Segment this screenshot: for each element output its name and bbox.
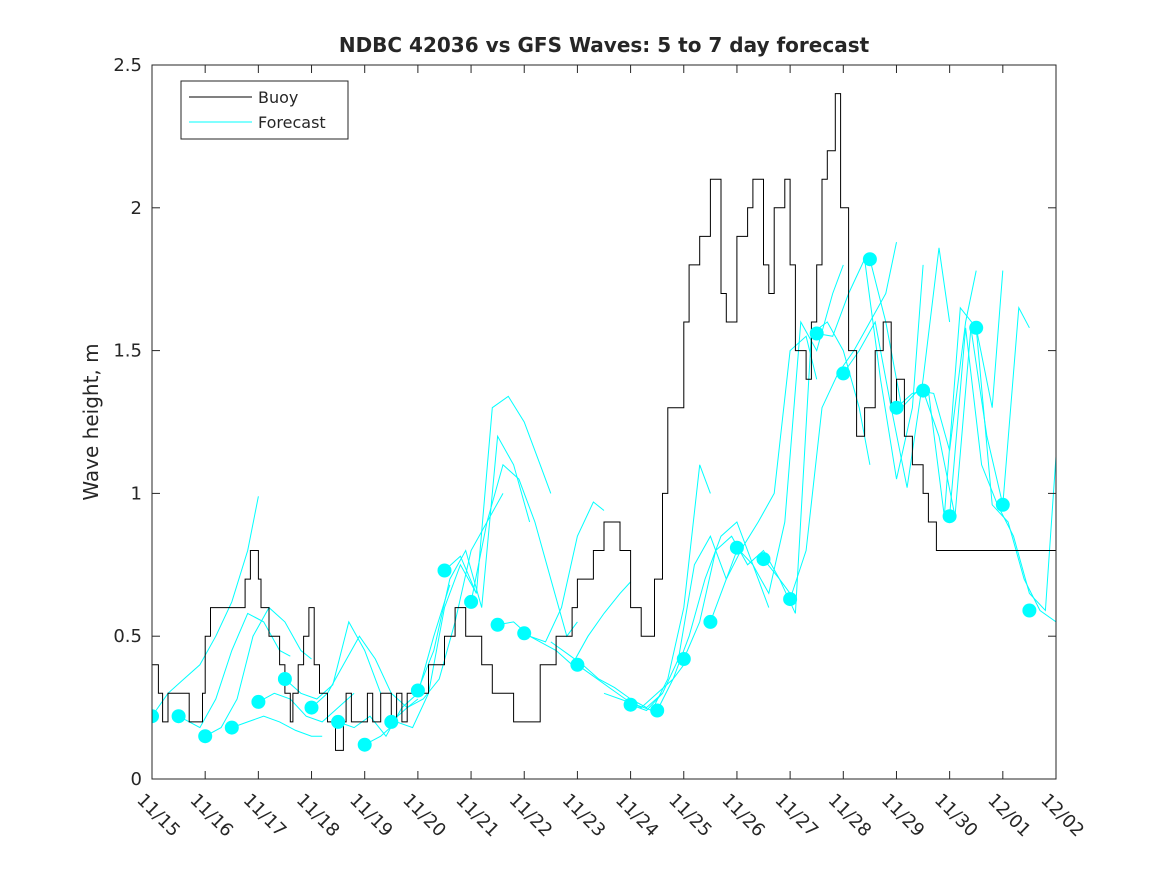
forecast-line-19 <box>656 521 770 711</box>
forecast-line-24 <box>789 241 897 600</box>
forecast-marker <box>437 563 452 578</box>
forecast-marker <box>756 552 771 567</box>
forecast-marker <box>783 592 798 607</box>
y-tick-label: 1.5 <box>113 341 142 362</box>
forecast-marker <box>171 709 186 724</box>
forecast-line-13 <box>497 501 605 643</box>
forecast-marker <box>809 326 824 341</box>
legend-label-buoy: Buoy <box>258 88 298 107</box>
forecast-marker <box>676 652 691 666</box>
forecast-line-28 <box>896 270 1004 517</box>
forecast-marker <box>570 657 585 672</box>
forecast-line-30 <box>949 327 1056 612</box>
forecast-marker <box>464 594 479 609</box>
forecast-marker <box>152 709 159 724</box>
forecast-line-14 <box>523 581 631 666</box>
legend: Buoy Forecast <box>180 80 349 140</box>
forecast-marker <box>836 366 851 381</box>
legend-label-forecast: Forecast <box>258 113 326 132</box>
forecast-marker <box>729 540 744 555</box>
forecast-marker <box>623 697 638 712</box>
forecast-line-22 <box>736 264 844 595</box>
y-tick-label: 0.5 <box>113 626 142 647</box>
y-axis-label: Wave height, m <box>79 343 103 500</box>
y-tick-label: 0 <box>131 769 142 790</box>
forecast-line-12 <box>470 463 578 638</box>
forecast-marker <box>517 626 532 641</box>
forecast-marker <box>916 383 931 398</box>
forecast-marker <box>703 614 718 629</box>
forecast-marker <box>995 497 1010 512</box>
forecast-line-26 <box>842 247 951 488</box>
forecast-line-0 <box>152 496 259 717</box>
forecast-marker <box>198 729 213 744</box>
y-axis: 0 0.5 1 1.5 2 2.5 <box>113 55 1056 790</box>
forecast-line-29 <box>922 306 1030 517</box>
forecast-marker <box>251 694 266 709</box>
forecast-line-25 <box>816 257 924 480</box>
forecast-line-17 <box>603 464 711 712</box>
forecast-marker <box>969 320 984 335</box>
chart-title: NDBC 42036 vs GFS Waves: 5 to 7 day fore… <box>339 33 870 57</box>
forecast-marker <box>277 672 292 686</box>
forecast-marker <box>650 703 665 718</box>
legend-box <box>180 80 349 140</box>
forecast-line-8 <box>364 563 477 746</box>
forecast-line-2 <box>204 606 312 737</box>
y-tick-label: 2.5 <box>113 55 142 76</box>
forecast-marker <box>889 400 904 415</box>
forecast-marker <box>862 252 877 267</box>
forecast-marker <box>384 714 399 729</box>
forecast-line-18 <box>630 535 738 712</box>
y-tick-label: 1 <box>131 483 142 504</box>
plot-frame <box>151 64 1057 780</box>
y-tick-label: 2 <box>131 198 142 219</box>
forecast-line-21 <box>709 335 818 623</box>
forecast-marker <box>304 700 319 715</box>
forecast-line-3 <box>231 715 323 737</box>
forecast-marker <box>224 720 239 735</box>
forecast-line-11 <box>444 395 552 594</box>
forecast-marker <box>490 617 505 632</box>
forecast-marker <box>410 683 425 698</box>
forecast-marker <box>331 714 346 729</box>
forecast-line-1 <box>178 612 291 729</box>
plot-area <box>152 93 1056 752</box>
forecast-line-9 <box>390 493 504 723</box>
forecast-marker <box>357 737 372 752</box>
forecast-marker <box>942 509 957 524</box>
forecast-line-15 <box>550 641 663 709</box>
forecast-line-4 <box>258 692 355 723</box>
forecast-line-10 <box>417 434 531 691</box>
forecast-marker <box>1022 603 1037 618</box>
